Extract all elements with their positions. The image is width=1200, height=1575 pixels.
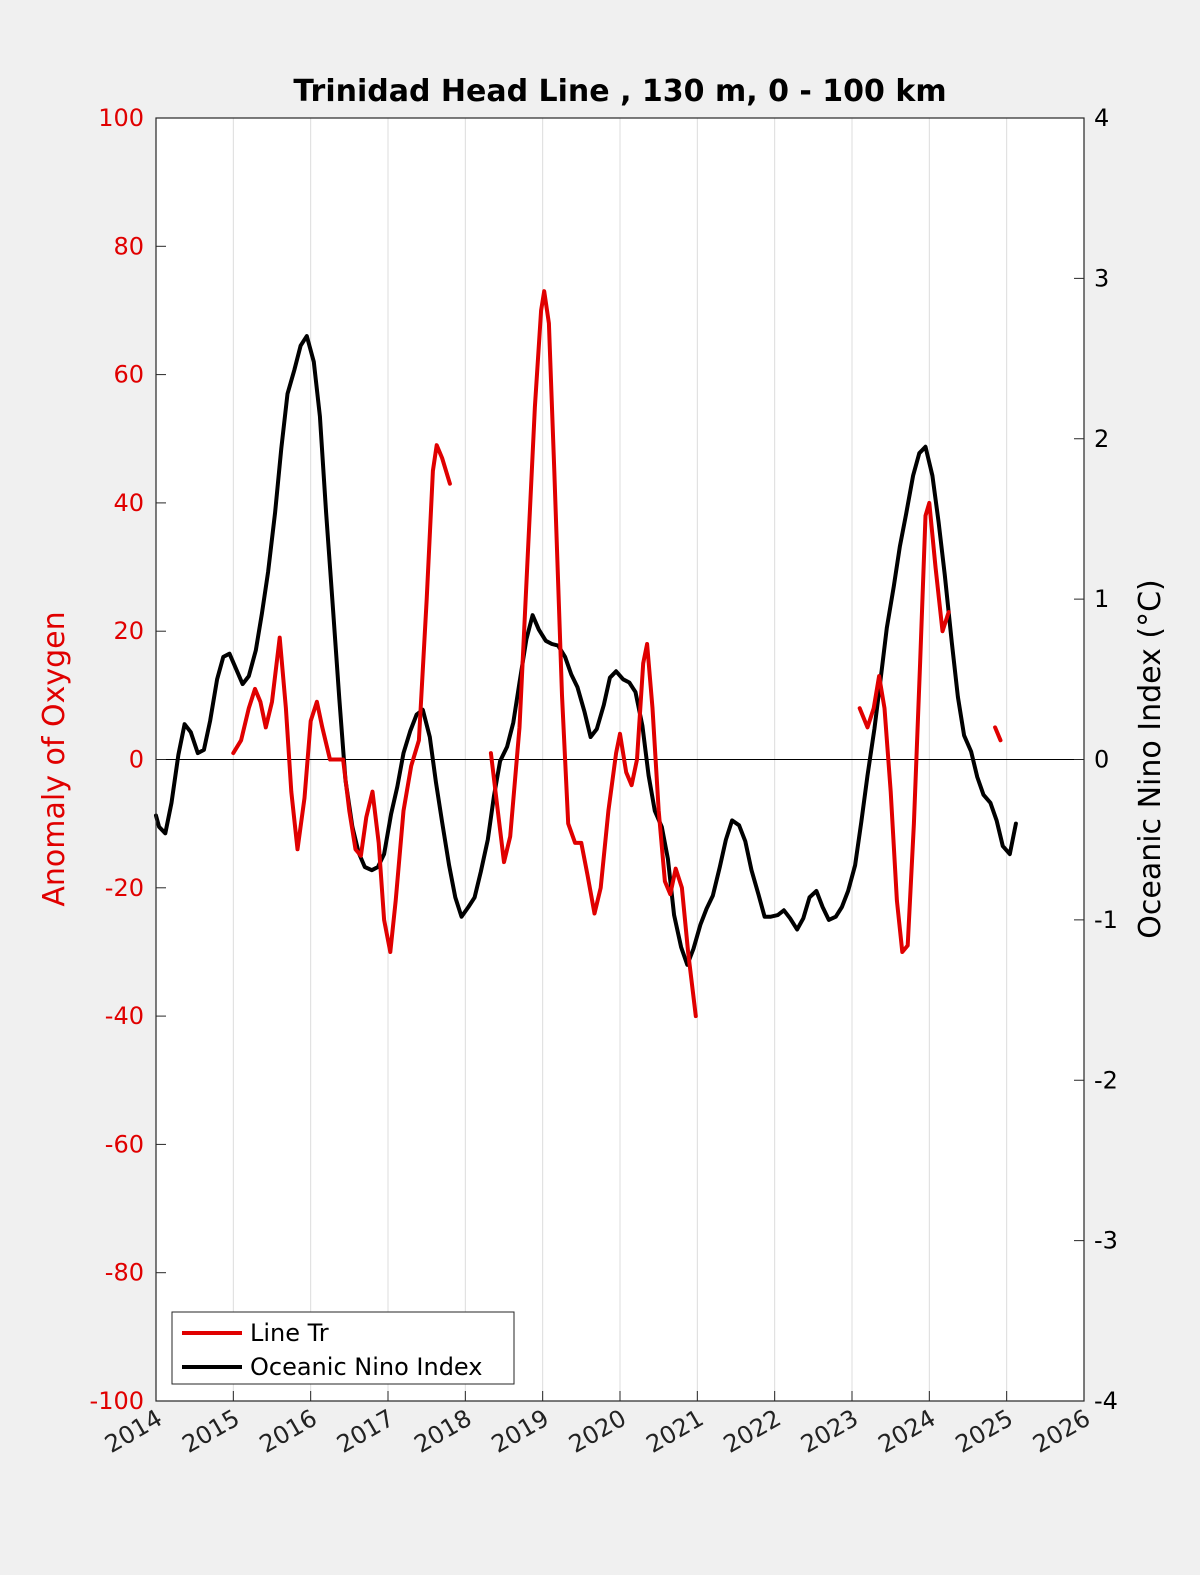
y-left-tick-label: 0 xyxy=(129,746,144,774)
legend-label-oni: Oceanic Nino Index xyxy=(250,1353,482,1381)
y-left-tick-label: 20 xyxy=(113,617,144,645)
series-layer xyxy=(154,289,1018,1019)
y-left-tick-label: -100 xyxy=(90,1387,144,1415)
y-left-tick-label: 80 xyxy=(113,232,144,260)
legend-box xyxy=(171,1311,515,1385)
legend-label-line-tr: Line Tr xyxy=(250,1319,329,1347)
y-left-tick-label: -40 xyxy=(105,1002,144,1030)
y-left-tick-label: -60 xyxy=(105,1130,144,1158)
y-right-tick-label: 1 xyxy=(1094,585,1109,613)
series-line-tr-segment-3 xyxy=(993,725,1003,743)
y-right-tick-label: -3 xyxy=(1094,1227,1118,1255)
y-left-tick-label: 100 xyxy=(98,104,144,132)
y-right-tick-label: 3 xyxy=(1094,264,1109,292)
y-left-tick-label: -20 xyxy=(105,874,144,902)
series-line-tr-segment-2 xyxy=(857,500,951,954)
left-axis: 100 80 60 40 20 0 -20 -40 -60 -80 -100 xyxy=(90,104,166,1415)
y-left-tick-label: 40 xyxy=(113,489,144,517)
y-left-tick-label: 60 xyxy=(113,361,144,389)
chart-title: Trinidad Head Line , 130 m, 0 - 100 km xyxy=(293,74,946,109)
y-axis-left-label: Anomaly of Oxygen xyxy=(37,611,72,906)
y-right-tick-label: -2 xyxy=(1094,1066,1118,1094)
legend: Line Tr Oceanic Nino Index xyxy=(171,1311,515,1385)
series-oceanic-nino-index-segment-0 xyxy=(154,334,1018,967)
right-axis: 4 3 2 1 0 -1 -2 -3 -4 xyxy=(1074,104,1118,1415)
y-right-tick-label: 0 xyxy=(1094,746,1109,774)
y-right-tick-label: 2 xyxy=(1094,425,1109,453)
series-line-tr-segment-0 xyxy=(231,443,452,954)
y-right-tick-label: 4 xyxy=(1094,104,1109,132)
y-axis-right-label: Oceanic Nino Index (°C) xyxy=(1133,579,1168,939)
series-line-tr-segment-1 xyxy=(488,289,698,1019)
y-left-tick-label: -80 xyxy=(105,1259,144,1287)
y-right-tick-label: -4 xyxy=(1094,1387,1118,1415)
y-right-tick-label: -1 xyxy=(1094,906,1118,934)
